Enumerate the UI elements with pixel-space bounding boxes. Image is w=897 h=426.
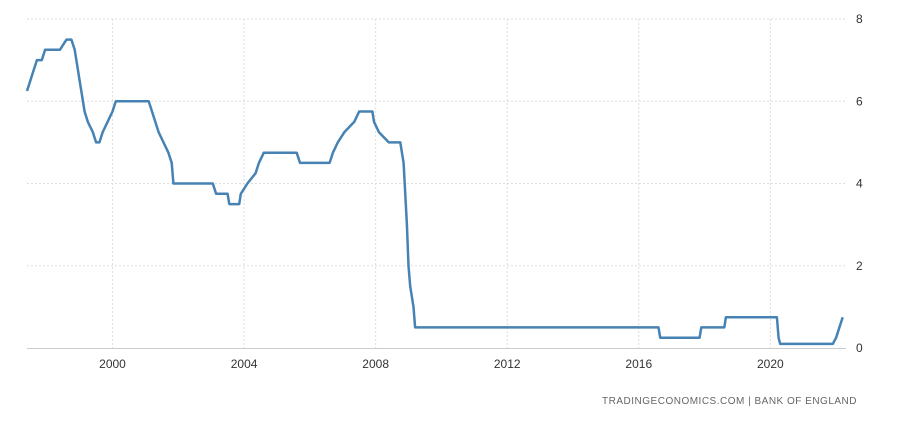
- y-tick-label: 2: [856, 259, 863, 273]
- x-tick-labels: 2000 2004 2008 2012 2016 2020: [99, 357, 784, 371]
- x-tick-label: 2008: [362, 357, 389, 371]
- x-tick-label: 2004: [231, 357, 258, 371]
- x-tick-label: 2016: [625, 357, 652, 371]
- y-tick-label: 4: [856, 177, 863, 191]
- y-tick-label: 8: [856, 12, 863, 26]
- x-tick-label: 2012: [494, 357, 521, 371]
- series-line: [25, 38, 844, 346]
- x-tick-label: 2000: [99, 357, 126, 371]
- source-attribution: TRADINGECONOMICS.COM | BANK OF ENGLAND: [602, 396, 857, 407]
- gridlines: [27, 18, 846, 348]
- y-tick-label: 0: [856, 341, 863, 355]
- y-tick-label: 6: [856, 94, 863, 108]
- y-tick-labels: 0 2 4 6 8: [856, 12, 863, 355]
- x-tick-label: 2020: [757, 357, 784, 371]
